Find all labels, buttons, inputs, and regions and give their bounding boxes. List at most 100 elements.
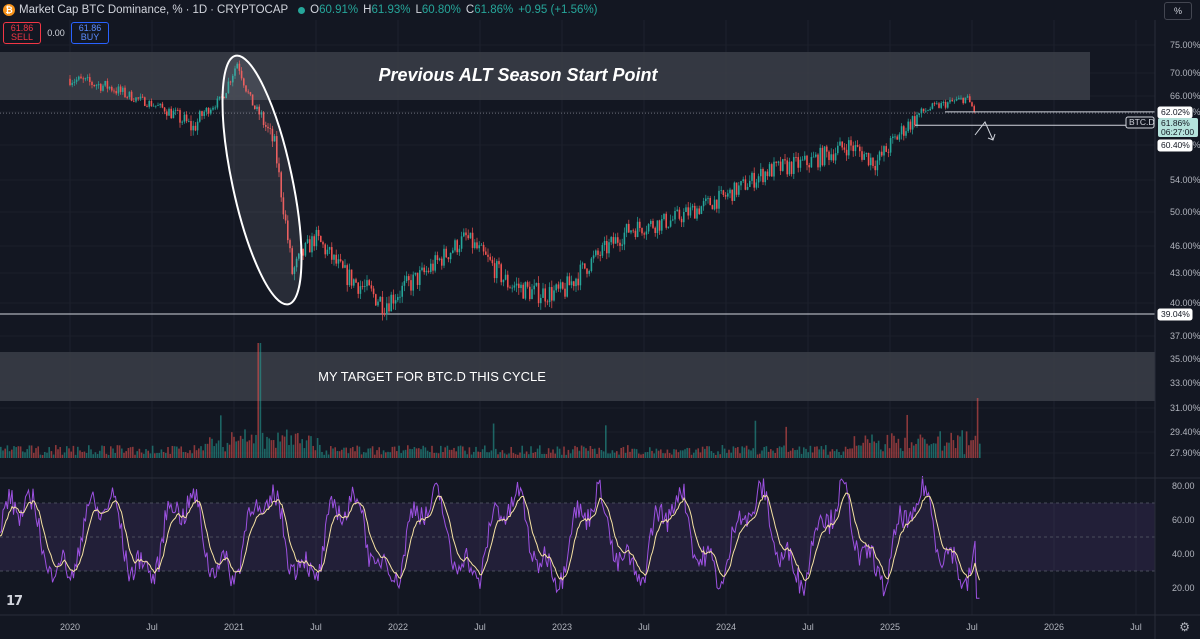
volume-bar — [466, 454, 468, 458]
volume-bar — [616, 451, 618, 458]
volume-bar — [646, 451, 649, 458]
candle — [874, 165, 876, 171]
volume-bar — [512, 452, 515, 458]
volume-bar — [633, 448, 636, 458]
candle — [309, 239, 311, 253]
candle — [612, 237, 615, 244]
candle — [331, 247, 333, 260]
volume-bar — [431, 445, 433, 458]
candle — [423, 267, 425, 273]
volume-bar — [222, 447, 224, 458]
candle — [203, 111, 205, 116]
candle — [443, 248, 445, 266]
candle — [779, 161, 782, 171]
interval-label[interactable]: 1D — [192, 4, 208, 16]
candle — [584, 263, 586, 269]
candle — [832, 154, 835, 161]
sell-button[interactable]: 61.86 SELL — [3, 22, 41, 44]
tag-lower: 60.40% — [1161, 140, 1190, 150]
volume-bar — [965, 431, 968, 458]
candle — [691, 205, 694, 208]
candle — [790, 161, 793, 174]
candle — [394, 300, 397, 304]
candle — [711, 205, 714, 210]
volume-bar — [596, 453, 598, 458]
candle — [698, 208, 700, 214]
volume-bar — [37, 446, 39, 458]
volume-bar — [68, 448, 70, 458]
volume-bar — [484, 445, 486, 458]
candle — [339, 259, 342, 262]
candle — [236, 63, 238, 69]
volume-bar — [132, 446, 134, 458]
volume-bar — [756, 454, 759, 458]
symbol-title[interactable]: Market Cap BTC Dominance, % — [19, 4, 183, 16]
candle — [799, 159, 802, 168]
volume-bar — [319, 444, 321, 458]
candle — [630, 230, 632, 233]
volume-bar — [574, 445, 576, 458]
volume-bar — [785, 426, 787, 458]
candle — [372, 288, 375, 295]
volume-bar — [486, 452, 488, 458]
candle — [214, 107, 216, 109]
volume-bar — [517, 454, 519, 458]
candle — [586, 268, 588, 274]
volume-bar — [184, 452, 187, 458]
volume-bar — [569, 453, 572, 458]
volume-bar — [244, 429, 246, 458]
candle — [498, 261, 500, 265]
volume-bar — [583, 446, 585, 458]
candle — [597, 250, 599, 255]
candle — [306, 239, 309, 243]
candle — [238, 63, 241, 71]
volume-bar — [822, 449, 825, 458]
volume-bar — [840, 454, 842, 458]
buy-button[interactable]: 61.86 BUY — [71, 22, 109, 44]
high-value: 61.93% — [371, 4, 411, 16]
volume-bar — [400, 453, 402, 458]
candle — [643, 233, 645, 235]
volume-bar — [334, 447, 336, 458]
candle — [251, 94, 254, 106]
candle — [892, 136, 894, 139]
candle — [73, 81, 76, 83]
volume-bar — [96, 453, 99, 458]
volume-bar — [39, 454, 42, 458]
candle — [709, 198, 711, 206]
close-value: 61.86% — [474, 4, 514, 16]
gear-icon[interactable]: ⚙ — [1179, 620, 1190, 634]
candle — [445, 248, 447, 258]
candle — [674, 210, 676, 220]
candle — [86, 77, 89, 79]
percent-scale-toggle[interactable]: % — [1164, 2, 1192, 20]
candle — [619, 242, 621, 246]
candle — [460, 236, 463, 249]
volume-bar — [600, 449, 603, 458]
candle — [687, 207, 689, 216]
volume-bar — [290, 435, 292, 458]
volume-bar — [171, 445, 174, 458]
candle — [592, 255, 595, 259]
candle — [628, 223, 630, 233]
candle — [434, 255, 436, 271]
candle — [520, 284, 522, 289]
candle — [370, 285, 373, 289]
volume-bar — [963, 454, 966, 458]
volume-bar — [57, 449, 59, 458]
volume-bar — [644, 452, 647, 458]
candle — [768, 164, 771, 177]
volume-bar — [508, 453, 510, 458]
volume-bar — [521, 445, 523, 458]
volume-bar — [902, 451, 904, 458]
candle — [632, 230, 634, 232]
zone-alt-season — [0, 52, 1090, 100]
candle — [716, 199, 718, 209]
volume-bar — [259, 343, 262, 458]
volume-bar — [690, 454, 693, 458]
volume-bar — [165, 452, 167, 458]
candle — [258, 106, 260, 115]
header-separator: · — [185, 4, 190, 16]
candle — [89, 77, 91, 82]
